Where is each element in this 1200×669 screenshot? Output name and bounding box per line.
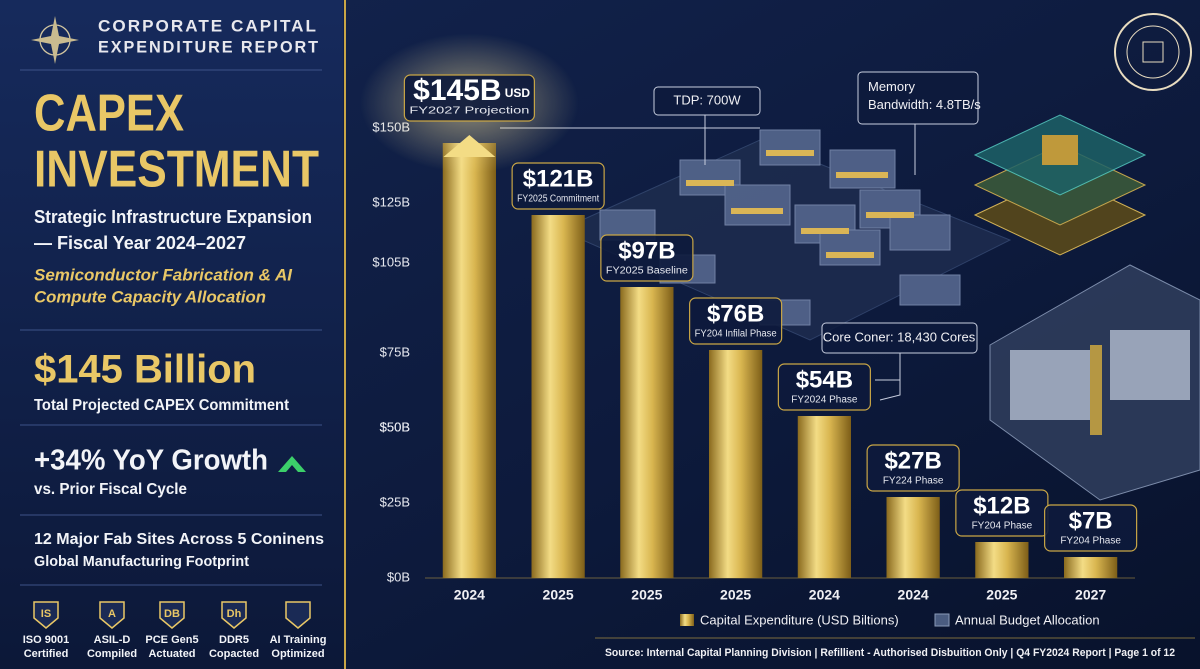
subtitle: Strategic Infrastructure Expansion [34, 207, 312, 227]
y-tick-label: $75B [380, 344, 410, 359]
annotation-line: Memory [868, 79, 915, 94]
y-tick-label: $50B [380, 419, 410, 434]
y-tick-label: $125B [372, 194, 410, 209]
legend-swatch [934, 613, 950, 627]
headline-value: $145 Billion [34, 348, 256, 392]
badge-label: AI Training [270, 634, 327, 646]
growth-caption: vs. Prior Fiscal Cycle [34, 481, 187, 498]
value-label-box [1044, 504, 1138, 552]
badge-label: Compiled [87, 648, 137, 660]
badge-label: Actuated [148, 648, 195, 660]
y-tick-label: $50B [380, 419, 410, 434]
value-label-box [689, 297, 783, 345]
x-tick-label: 2024 [898, 587, 929, 603]
x-tick-label: 2024 [809, 587, 840, 603]
seal [1114, 13, 1192, 91]
x-tick-label: 2025 [986, 587, 1017, 603]
badge-label: ISO 9001 [23, 634, 69, 646]
value-label: $121B [523, 165, 594, 192]
value-label: $145B [413, 74, 501, 107]
bar [620, 287, 674, 578]
x-tick-label: 2025 [720, 587, 751, 603]
value-label: $12B [973, 492, 1030, 519]
value-note: FY204 Phase [972, 521, 1033, 532]
badge-icon [99, 601, 125, 629]
unit-tag: USD [505, 86, 531, 100]
bar [797, 416, 851, 578]
compass-icon [31, 16, 79, 64]
badge-label: PCE Gen5 [145, 634, 198, 646]
value-label-box [403, 74, 535, 122]
sites: 12 Major Fab Sites Across 5 Coninens [34, 531, 324, 548]
badge-icon-label: A [108, 608, 116, 620]
fab-illustration [558, 114, 1200, 501]
title: INVESTMENT [34, 141, 319, 199]
badge-label: Copacted [209, 648, 259, 660]
left-panel [0, 0, 343, 669]
value-note: FY224 Phase [883, 476, 944, 487]
value-label-box [600, 234, 694, 282]
value-label-box [511, 162, 605, 210]
badge-label: ASIL-D [94, 634, 131, 646]
value-label: $27B [884, 447, 941, 474]
focus: Semiconductor Fabrication & AI [34, 265, 293, 284]
subtitle: — Fiscal Year 2024–2027 [34, 233, 246, 253]
badge-label: DDR5 [219, 634, 249, 646]
sites-caption: Global Manufacturing Footprint [34, 553, 249, 570]
badge-icon-label: Dh [227, 608, 242, 620]
title: CAPEX [34, 85, 184, 143]
annotation-line: Bandwidth: 4.8TB/s [868, 97, 981, 112]
annotation: Core Coner: 18,430 Cores [823, 329, 976, 344]
bar [975, 542, 1029, 578]
source: Source: Internal Capital Planning Divisi… [605, 647, 1175, 659]
bar [531, 215, 585, 578]
annotation: TDP: 700W [673, 92, 741, 107]
value-label: $76B [707, 300, 764, 327]
value-label-box [866, 444, 960, 492]
annotation: Memory Bandwidth: 4.8TB/s [868, 79, 981, 112]
badge-label: Optimized [271, 648, 324, 660]
bar [1064, 557, 1118, 578]
header: CORPORATE CAPITAL [98, 16, 318, 35]
value-note: FY2025 Commitment [517, 194, 599, 205]
y-tick-label: $25B [380, 494, 410, 509]
growth-arrow [278, 456, 306, 472]
x-tick-label: 2027 [1075, 587, 1106, 603]
value-label: $54B [796, 366, 853, 393]
value-note: FY2024 Phase [791, 395, 858, 406]
bar [442, 143, 496, 578]
value-note: FY2027 Projection [409, 106, 529, 117]
headline-caption: Total Projected CAPEX Commitment [34, 397, 290, 414]
badge-icon [221, 601, 247, 629]
legend-label: Capital Expenditure (USD Biltions) [700, 612, 899, 627]
badge-label: Certified [24, 648, 69, 660]
badge-icon [285, 601, 311, 629]
value-label: $7B [1069, 507, 1113, 534]
x-tick-label: 2025 [631, 587, 662, 603]
header: EXPENDITURE REPORT [98, 37, 320, 56]
annotation-boxes [653, 71, 979, 354]
bar-cap [443, 135, 496, 157]
focus: Compute Capacity Allocation [34, 287, 266, 306]
value-note: FY2025 Baseline [606, 266, 688, 277]
bar [709, 350, 763, 578]
y-tick-label: $0B [387, 569, 410, 584]
value-label: $97B [618, 237, 675, 264]
value-note: FY204 Infilal Phase [695, 329, 777, 340]
bar [886, 497, 940, 578]
x-tick-label: 2024 [454, 587, 485, 603]
growth: +34% YoY Growth [34, 445, 268, 477]
y-tick-label: $105B [372, 254, 410, 269]
legend-label: Annual Budget Allocation [955, 612, 1100, 627]
value-note: FY204 Phase [1060, 536, 1121, 547]
legend-swatch [680, 614, 694, 626]
x-tick-label: 2025 [543, 587, 574, 603]
badge-icon-label: IS [41, 608, 51, 620]
value-label-box [777, 363, 871, 411]
badge-icon [33, 601, 59, 629]
badge-icon-label: DB [164, 608, 180, 620]
badge-icon [159, 601, 185, 629]
